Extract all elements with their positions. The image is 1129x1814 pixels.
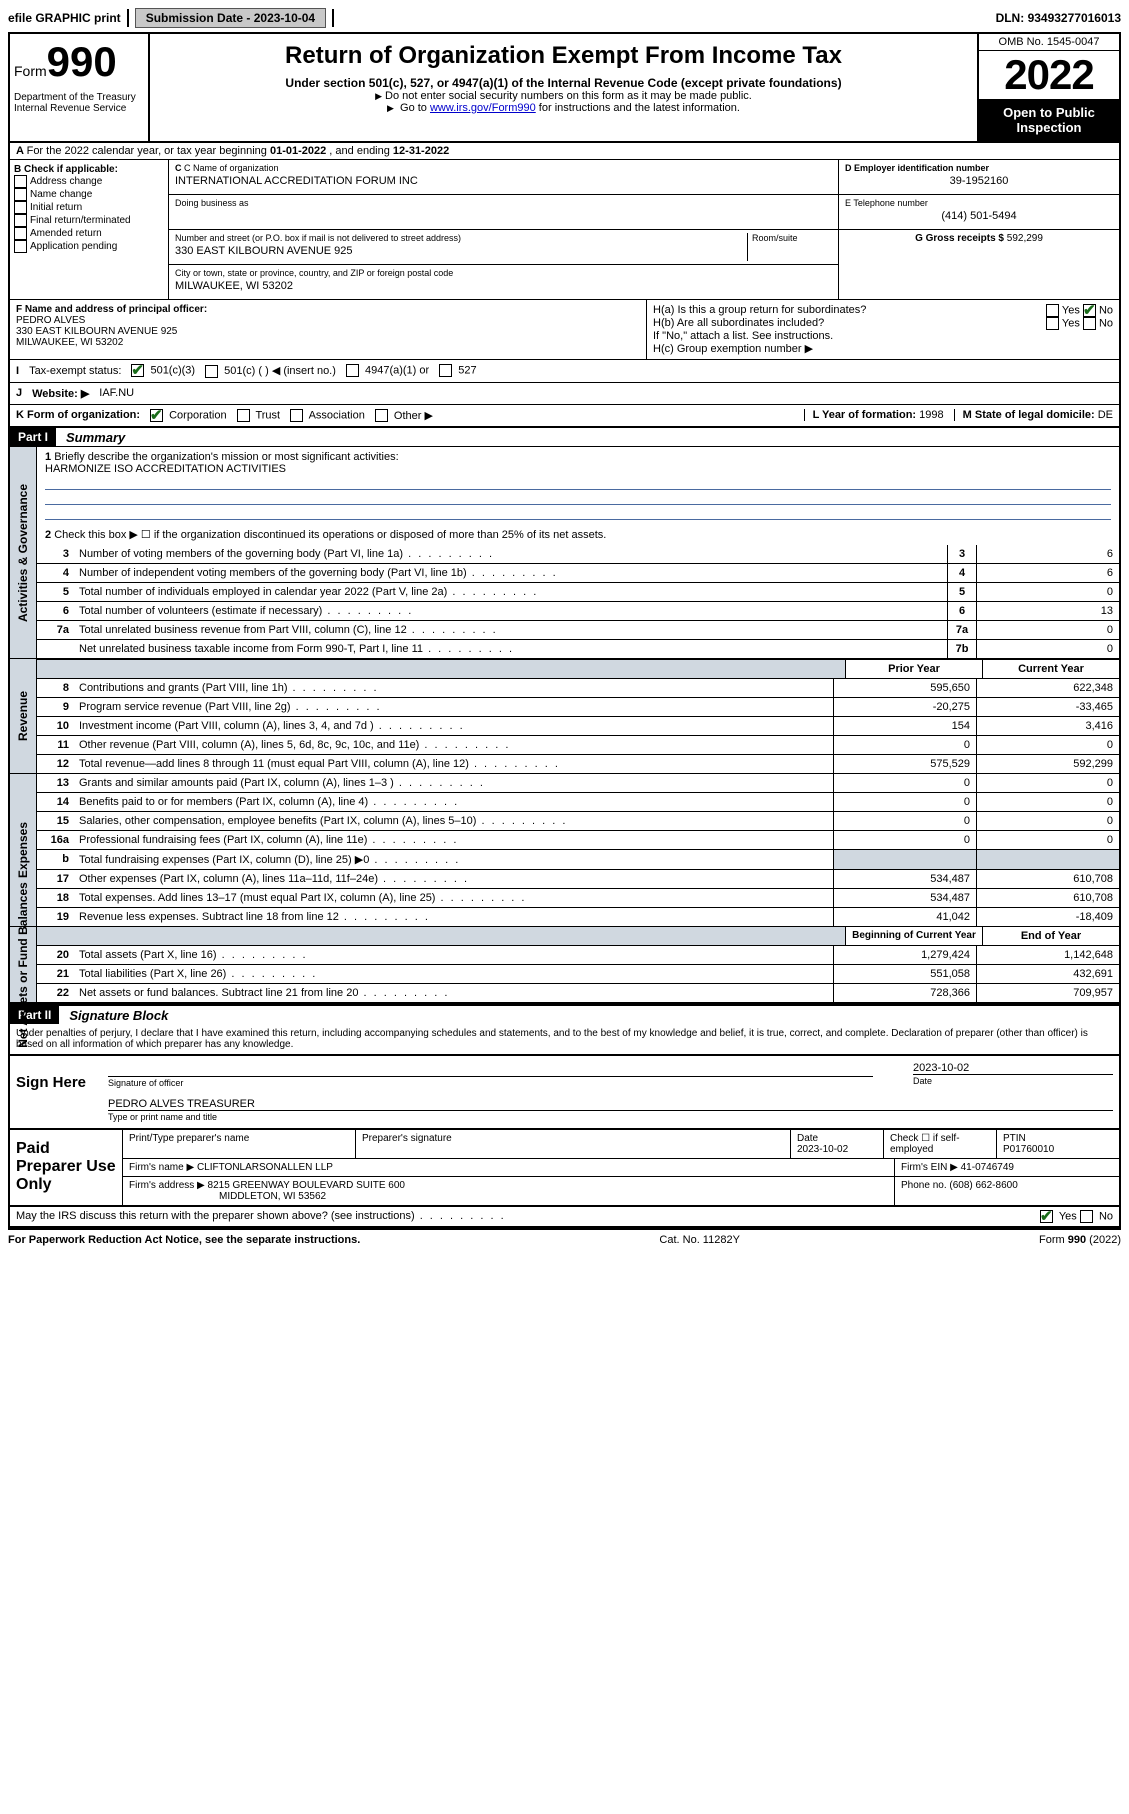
page-footer: For Paperwork Reduction Act Notice, see … xyxy=(8,1228,1121,1246)
tax-year: 2022 xyxy=(979,51,1119,99)
dln: DLN: 93493277016013 xyxy=(996,11,1121,25)
dba xyxy=(175,208,832,210)
net-assets-section: Net Assets or Fund Balances Beginning of… xyxy=(10,926,1119,1002)
firm-name: CLIFTONLARSONALLEN LLP xyxy=(197,1162,333,1173)
summary-line: 14Benefits paid to or for members (Part … xyxy=(37,793,1119,812)
efile-label: efile GRAPHIC print xyxy=(8,11,121,25)
form-title-block: Return of Organization Exempt From Incom… xyxy=(150,34,977,141)
summary-line: 21Total liabilities (Part X, line 26)551… xyxy=(37,965,1119,984)
chk-initial-return[interactable]: Initial return xyxy=(14,201,164,214)
row-f-h: F Name and address of principal officer:… xyxy=(8,300,1121,360)
summary-line: 15Salaries, other compensation, employee… xyxy=(37,812,1119,831)
form-number-block: Form990 Department of the Treasury Inter… xyxy=(10,34,150,141)
org-name: INTERNATIONAL ACCREDITATION FORUM INC xyxy=(175,173,832,187)
discuss-no[interactable] xyxy=(1080,1210,1093,1223)
row-k-l-m: K Form of organization: Corporation Trus… xyxy=(8,405,1121,429)
row-a-tax-year: A For the 2022 calendar year, or tax yea… xyxy=(8,143,1121,160)
expenses-section: Expenses 13Grants and similar amounts pa… xyxy=(10,773,1119,926)
ha-yes[interactable] xyxy=(1046,304,1059,317)
instructions-link[interactable]: www.irs.gov/Form990 xyxy=(430,102,536,114)
form-title: Return of Organization Exempt From Incom… xyxy=(160,42,967,70)
website: IAF.NU xyxy=(99,387,134,399)
chk-assoc[interactable] xyxy=(290,409,303,422)
row-i-tax-status: ITax-exempt status: 501(c)(3) 501(c) ( )… xyxy=(8,360,1121,383)
revenue-section: Revenue Prior Year Current Year 8Contrib… xyxy=(10,658,1119,773)
summary-line: 6Total number of volunteers (estimate if… xyxy=(37,602,1119,621)
chk-application-pending[interactable]: Application pending xyxy=(14,240,164,253)
form-header: Form990 Department of the Treasury Inter… xyxy=(8,32,1121,143)
top-bar: efile GRAPHIC print Submission Date - 20… xyxy=(8,8,1121,28)
summary-line: 8Contributions and grants (Part VIII, li… xyxy=(37,679,1119,698)
entity-grid: B Check if applicable: Address change Na… xyxy=(8,160,1121,300)
domicile: DE xyxy=(1098,409,1113,421)
chk-corp[interactable] xyxy=(150,409,163,422)
summary-line: 4Number of independent voting members of… xyxy=(37,564,1119,583)
summary-line: 10Investment income (Part VIII, column (… xyxy=(37,717,1119,736)
group-return: H(a) Is this a group return for subordin… xyxy=(647,300,1119,359)
hb-yes[interactable] xyxy=(1046,317,1059,330)
firm-ein: 41-0746749 xyxy=(961,1162,1014,1173)
part-ii: Part II Signature Block Under penalties … xyxy=(8,1004,1121,1056)
omb-year-block: OMB No. 1545-0047 2022 Open to Public In… xyxy=(977,34,1119,141)
summary-line: 11Other revenue (Part VIII, column (A), … xyxy=(37,736,1119,755)
summary-line: 3Number of voting members of the governi… xyxy=(37,545,1119,564)
year-formation: 1998 xyxy=(919,409,943,421)
summary-line: 18Total expenses. Add lines 13–17 (must … xyxy=(37,889,1119,908)
sign-date: 2023-10-02 xyxy=(913,1062,1113,1074)
chk-amended-return[interactable]: Amended return xyxy=(14,227,164,240)
omb-number: OMB No. 1545-0047 xyxy=(979,34,1119,51)
officer-name: PEDRO ALVES TREASURER xyxy=(108,1098,1113,1110)
paid-preparer: Paid Preparer Use Only Print/Type prepar… xyxy=(8,1130,1121,1207)
open-public-badge: Open to Public Inspection xyxy=(979,99,1119,141)
summary-line: 12Total revenue—add lines 8 through 11 (… xyxy=(37,755,1119,773)
separator xyxy=(332,9,334,27)
discuss-yes[interactable] xyxy=(1040,1210,1053,1223)
row-j-website: JWebsite: ▶ IAF.NU xyxy=(8,383,1121,405)
activities-governance: Activities & Governance 1 Briefly descri… xyxy=(10,446,1119,658)
chk-final-return[interactable]: Final return/terminated xyxy=(14,214,164,227)
chk-trust[interactable] xyxy=(237,409,250,422)
summary-line: 16aProfessional fundraising fees (Part I… xyxy=(37,831,1119,850)
col-deg: D Employer identification number 39-1952… xyxy=(839,160,1119,299)
ha-no[interactable] xyxy=(1083,304,1096,317)
chk-501c[interactable] xyxy=(205,365,218,378)
separator xyxy=(127,9,129,27)
gross-receipts: 592,299 xyxy=(1007,233,1043,244)
chk-address-change[interactable]: Address change xyxy=(14,175,164,188)
chk-other[interactable] xyxy=(375,409,388,422)
street-address: 330 EAST KILBOURN AVENUE 925 xyxy=(175,243,747,257)
firm-phone: (608) 662-8600 xyxy=(949,1180,1017,1191)
chk-name-change[interactable]: Name change xyxy=(14,188,164,201)
part-i: Part I Summary Activities & Governance 1… xyxy=(8,428,1121,1004)
ptin: P01760010 xyxy=(1003,1144,1054,1155)
summary-line: 20Total assets (Part X, line 16)1,279,42… xyxy=(37,946,1119,965)
chk-501c3[interactable] xyxy=(131,364,144,377)
summary-line: 9Program service revenue (Part VIII, lin… xyxy=(37,698,1119,717)
summary-line: 19Revenue less expenses. Subtract line 1… xyxy=(37,908,1119,926)
summary-line: 7aTotal unrelated business revenue from … xyxy=(37,621,1119,640)
mission: HARMONIZE ISO ACCREDITATION ACTIVITIES xyxy=(45,463,286,475)
chk-527[interactable] xyxy=(439,364,452,377)
discuss-row: May the IRS discuss this return with the… xyxy=(8,1207,1121,1228)
part-i-header: Part I xyxy=(10,428,56,446)
summary-line: Net unrelated business taxable income fr… xyxy=(37,640,1119,658)
submission-date-btn[interactable]: Submission Date - 2023-10-04 xyxy=(135,8,326,28)
summary-line: 22Net assets or fund balances. Subtract … xyxy=(37,984,1119,1002)
firm-addr: 8215 GREENWAY BOULEVARD SUITE 600 xyxy=(208,1180,405,1191)
city-state-zip: MILWAUKEE, WI 53202 xyxy=(175,278,832,292)
principal-officer: F Name and address of principal officer:… xyxy=(10,300,647,359)
col-b-checkboxes: B Check if applicable: Address change Na… xyxy=(10,160,169,299)
summary-line: bTotal fundraising expenses (Part IX, co… xyxy=(37,850,1119,870)
summary-line: 17Other expenses (Part IX, column (A), l… xyxy=(37,870,1119,889)
summary-line: 13Grants and similar amounts paid (Part … xyxy=(37,774,1119,793)
summary-line: 5Total number of individuals employed in… xyxy=(37,583,1119,602)
col-c-org: C C Name of organization INTERNATIONAL A… xyxy=(169,160,839,299)
hb-no[interactable] xyxy=(1083,317,1096,330)
ein: 39-1952160 xyxy=(845,173,1113,187)
chk-4947[interactable] xyxy=(346,364,359,377)
telephone: (414) 501-5494 xyxy=(845,208,1113,222)
sign-here: Sign Here Signature of officer 2023-10-0… xyxy=(8,1056,1121,1130)
perjury-statement: Under penalties of perjury, I declare th… xyxy=(10,1024,1119,1054)
